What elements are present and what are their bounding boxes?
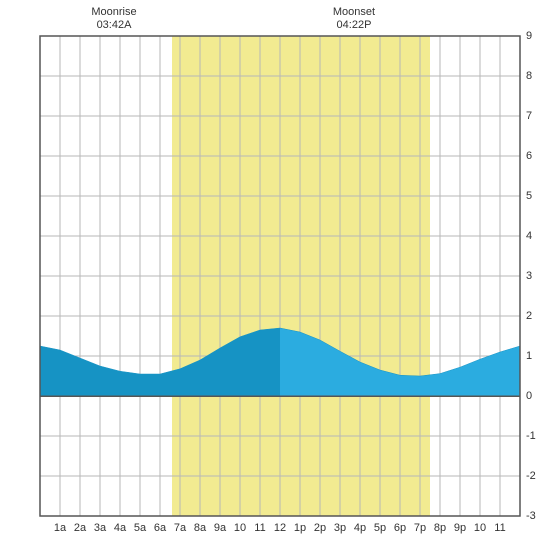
x-tick-label: 7a bbox=[174, 522, 186, 534]
x-tick-label: 3a bbox=[94, 522, 106, 534]
x-tick-label: 8a bbox=[194, 522, 206, 534]
x-tick-label: 1p bbox=[294, 522, 306, 534]
moonset-label: Moonset04:22P bbox=[333, 6, 375, 32]
y-tick-label: -2 bbox=[526, 470, 536, 482]
plot-area bbox=[0, 0, 550, 550]
x-tick-label: 12 bbox=[274, 522, 286, 534]
y-tick-label: 8 bbox=[526, 70, 532, 82]
x-tick-label: 6p bbox=[394, 522, 406, 534]
x-tick-label: 9p bbox=[454, 522, 466, 534]
y-tick-label: 4 bbox=[526, 230, 532, 242]
y-tick-label: -1 bbox=[526, 430, 536, 442]
y-tick-label: -3 bbox=[526, 510, 536, 522]
x-tick-label: 9a bbox=[214, 522, 226, 534]
x-tick-label: 5p bbox=[374, 522, 386, 534]
x-tick-label: 11 bbox=[494, 522, 505, 534]
y-tick-label: 9 bbox=[526, 30, 532, 42]
y-tick-label: 6 bbox=[526, 150, 532, 162]
x-tick-label: 10 bbox=[234, 522, 246, 534]
x-tick-label: 11 bbox=[254, 522, 265, 534]
y-tick-label: 3 bbox=[526, 270, 532, 282]
x-tick-label: 7p bbox=[414, 522, 426, 534]
top-label-value: 04:22P bbox=[337, 19, 372, 31]
x-tick-label: 3p bbox=[334, 522, 346, 534]
y-tick-label: 2 bbox=[526, 310, 532, 322]
x-tick-label: 10 bbox=[474, 522, 486, 534]
x-tick-label: 4p bbox=[354, 522, 366, 534]
tide-chart: -3-2-101234567891a2a3a4a5a6a7a8a9a101112… bbox=[0, 0, 550, 550]
y-tick-label: 5 bbox=[526, 190, 532, 202]
x-tick-label: 2p bbox=[314, 522, 326, 534]
x-tick-label: 8p bbox=[434, 522, 446, 534]
y-tick-label: 1 bbox=[526, 350, 532, 362]
top-label-title: Moonset bbox=[333, 6, 375, 18]
top-label-value: 03:42A bbox=[97, 19, 132, 31]
moonrise-label: Moonrise03:42A bbox=[91, 6, 136, 32]
y-tick-label: 0 bbox=[526, 390, 532, 402]
x-tick-label: 1a bbox=[54, 522, 66, 534]
x-tick-label: 2a bbox=[74, 522, 86, 534]
x-tick-label: 4a bbox=[114, 522, 126, 534]
top-label-title: Moonrise bbox=[91, 6, 136, 18]
y-tick-label: 7 bbox=[526, 110, 532, 122]
x-tick-label: 5a bbox=[134, 522, 146, 534]
x-tick-label: 6a bbox=[154, 522, 166, 534]
